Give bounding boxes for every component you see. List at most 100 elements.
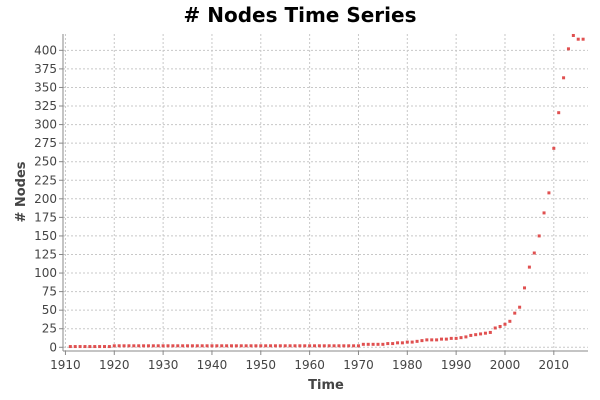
data-point — [103, 345, 107, 349]
data-point — [73, 345, 77, 349]
data-point — [537, 234, 541, 238]
data-point — [186, 344, 190, 348]
data-point — [444, 337, 448, 341]
data-point — [269, 344, 273, 348]
data-point — [264, 344, 268, 348]
data-point — [571, 33, 575, 37]
y-tick-label: 225 — [34, 173, 57, 187]
data-point — [239, 344, 243, 348]
data-point — [381, 342, 385, 346]
data-point — [479, 332, 483, 336]
y-tick-label: 275 — [34, 136, 57, 150]
data-point — [391, 342, 395, 346]
y-tick-label: 375 — [34, 62, 57, 76]
data-point — [88, 345, 92, 349]
x-tick-label: 1980 — [392, 358, 423, 372]
data-point — [581, 37, 585, 41]
data-point — [293, 344, 297, 348]
data-point — [200, 344, 204, 348]
y-axis-label: # Nodes — [14, 161, 29, 222]
data-point — [244, 344, 248, 348]
data-point — [322, 344, 326, 348]
plot-area — [63, 34, 588, 351]
data-point — [376, 342, 380, 346]
data-point — [347, 344, 351, 348]
y-ticks: 0 25 50 75 100 125 150 175 200 225 250 275 300 325 350… — [34, 43, 63, 354]
grid — [63, 34, 588, 351]
y-tick-label: 125 — [34, 247, 57, 261]
data-point — [488, 330, 492, 334]
data-point — [527, 265, 531, 269]
y-tick-label: 200 — [34, 192, 57, 206]
y-tick-label: 0 — [49, 340, 57, 354]
data-point — [435, 338, 439, 342]
data-point — [518, 305, 522, 309]
data-point — [361, 342, 365, 346]
data-point — [142, 344, 146, 348]
data-point — [225, 344, 229, 348]
y-tick-label: 150 — [34, 229, 57, 243]
data-point — [562, 76, 566, 80]
data-point — [420, 339, 424, 343]
data-point — [68, 345, 72, 349]
chart-title: # Nodes Time Series — [184, 3, 417, 27]
data-point — [117, 344, 121, 348]
data-point — [298, 344, 302, 348]
data-point — [254, 344, 258, 348]
data-point — [430, 338, 434, 342]
y-tick-label: 325 — [34, 99, 57, 113]
data-point — [332, 344, 336, 348]
data-point — [234, 344, 238, 348]
data-point — [566, 47, 570, 51]
data-point — [220, 344, 224, 348]
data-point — [303, 344, 307, 348]
data-point — [146, 344, 150, 348]
data-point — [127, 344, 131, 348]
data-point — [483, 331, 487, 335]
data-point — [400, 341, 404, 345]
data-point — [156, 344, 160, 348]
data-point — [439, 337, 443, 341]
data-point — [454, 336, 458, 340]
x-tick-label: 2010 — [539, 358, 570, 372]
y-tick-label: 250 — [34, 155, 57, 169]
data-point — [278, 344, 282, 348]
data-point — [415, 339, 419, 343]
data-point — [137, 344, 141, 348]
data-point — [474, 333, 478, 337]
data-point — [327, 344, 331, 348]
y-tick-label: 175 — [34, 210, 57, 224]
x-axis-label: Time — [308, 378, 344, 393]
data-point — [210, 344, 214, 348]
data-point — [259, 344, 263, 348]
data-point — [313, 344, 317, 348]
x-tick-label: 1940 — [197, 358, 228, 372]
data-point — [107, 345, 111, 349]
data-point — [366, 342, 370, 346]
x-tick-label: 1950 — [246, 358, 277, 372]
data-point — [98, 345, 102, 349]
x-tick-label: 1910 — [50, 358, 81, 372]
data-point — [176, 344, 180, 348]
x-tick-label: 1970 — [343, 358, 374, 372]
y-tick-label: 25 — [42, 322, 57, 336]
data-point — [151, 344, 155, 348]
data-point — [542, 211, 546, 215]
data-point — [469, 333, 473, 337]
data-point — [371, 342, 375, 346]
data-point — [523, 286, 527, 290]
data-point — [503, 322, 507, 326]
data-point — [410, 340, 414, 344]
data-point — [249, 344, 253, 348]
data-point — [425, 338, 429, 342]
data-point — [513, 311, 517, 315]
x-ticks: 1910 1920 1930 1940 1950 1960 1970 1980 1990 2000… — [50, 351, 569, 372]
data-point — [273, 344, 277, 348]
data-point — [283, 344, 287, 348]
data-point — [122, 344, 126, 348]
data-point — [308, 344, 312, 348]
data-point — [166, 344, 170, 348]
y-tick-label: 400 — [34, 43, 57, 57]
data-point — [83, 345, 87, 349]
